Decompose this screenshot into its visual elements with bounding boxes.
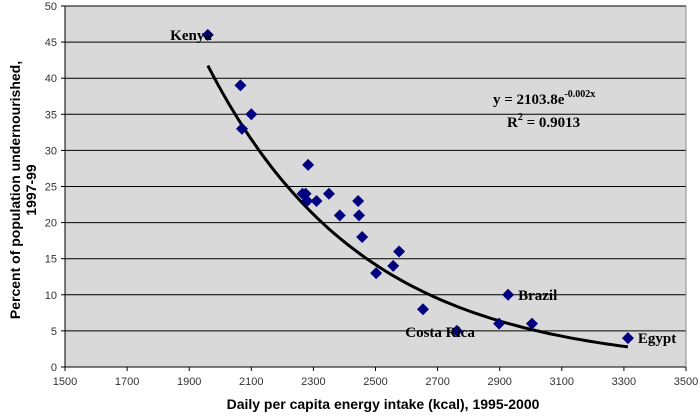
- y-tick-label: 0: [51, 362, 57, 374]
- data-point: [235, 122, 248, 135]
- data-point: [370, 267, 383, 280]
- data-point-egypt: [621, 332, 634, 345]
- data-point: [387, 259, 400, 272]
- x-tick-label: 1500: [53, 376, 77, 388]
- y-tick-label: 20: [45, 218, 57, 230]
- x-tick-label: 2300: [301, 376, 325, 388]
- data-point: [525, 317, 538, 330]
- y-axis-title-line2: 1997-99: [23, 164, 39, 216]
- data-point: [333, 209, 346, 222]
- y-tick-label: 15: [45, 254, 57, 266]
- r-squared: R2 = 0.9013: [507, 112, 580, 131]
- gridlines: [65, 5, 686, 332]
- trendline: [206, 64, 629, 349]
- x-tick-label: 2500: [363, 376, 387, 388]
- data-point: [493, 317, 506, 330]
- y-tick-label: 35: [45, 109, 57, 121]
- equation-base: y = 2103.8e: [493, 92, 565, 108]
- y-tick-label: 50: [45, 1, 57, 13]
- data-point: [234, 79, 247, 92]
- x-tick-label: 3100: [550, 376, 574, 388]
- y-tick-label: 45: [45, 37, 57, 49]
- x-tick-label: 1900: [177, 376, 201, 388]
- y-tick-label: 30: [45, 145, 57, 157]
- equation-exponent: -0.002x: [564, 89, 595, 100]
- point-label-brazil: Brazil: [518, 288, 557, 304]
- data-point: [353, 209, 366, 222]
- data-point: [245, 108, 258, 121]
- r-squared-value: = 0.9013: [523, 115, 580, 131]
- x-tick-label: 2900: [487, 376, 511, 388]
- data-point-kenya: [201, 28, 214, 41]
- y-tick-labels: 0 5 10 15 20 25 30 35 40 45 50: [45, 1, 65, 374]
- data-point: [301, 194, 314, 207]
- data-point: [310, 194, 323, 207]
- y-tick-label: 40: [45, 73, 57, 85]
- trendline-equation: y = 2103.8e-0.002x: [493, 89, 595, 108]
- data-points: [201, 28, 634, 345]
- x-tick-label: 2100: [239, 376, 263, 388]
- x-tick-label: 2700: [425, 376, 449, 388]
- data-point-brazil: [502, 288, 515, 301]
- data-point: [322, 187, 335, 200]
- x-tick-labels: 1500 1700 1900 2100 2300 2500 2700 2900 3100 3300…: [53, 367, 698, 388]
- data-point-costa-rica: [450, 324, 463, 337]
- y-tick-label: 5: [51, 326, 57, 338]
- point-label-costa-rica: Costa Rica: [405, 325, 475, 341]
- data-point: [356, 231, 369, 244]
- x-axis-title: Daily per capita energy intake (kcal), 1…: [227, 396, 540, 412]
- r-squared-r: R: [507, 115, 518, 131]
- y-tick-label: 25: [45, 182, 57, 194]
- x-tick-label: 3300: [612, 376, 636, 388]
- point-labels: Kenya Costa Rica Brazil Egypt: [170, 28, 676, 347]
- data-point: [417, 303, 430, 316]
- data-point: [352, 194, 365, 207]
- point-label-egypt: Egypt: [638, 331, 676, 347]
- x-tick-label: 1700: [115, 376, 139, 388]
- y-tick-label: 10: [45, 290, 57, 302]
- point-label-kenya: Kenya: [170, 28, 212, 44]
- data-point: [393, 245, 406, 258]
- data-point: [302, 158, 315, 171]
- r-squared-sup: 2: [518, 112, 523, 123]
- x-tick-label: 3500: [674, 376, 698, 388]
- y-axis-title-line1: Percent of population undernourished,: [7, 61, 23, 319]
